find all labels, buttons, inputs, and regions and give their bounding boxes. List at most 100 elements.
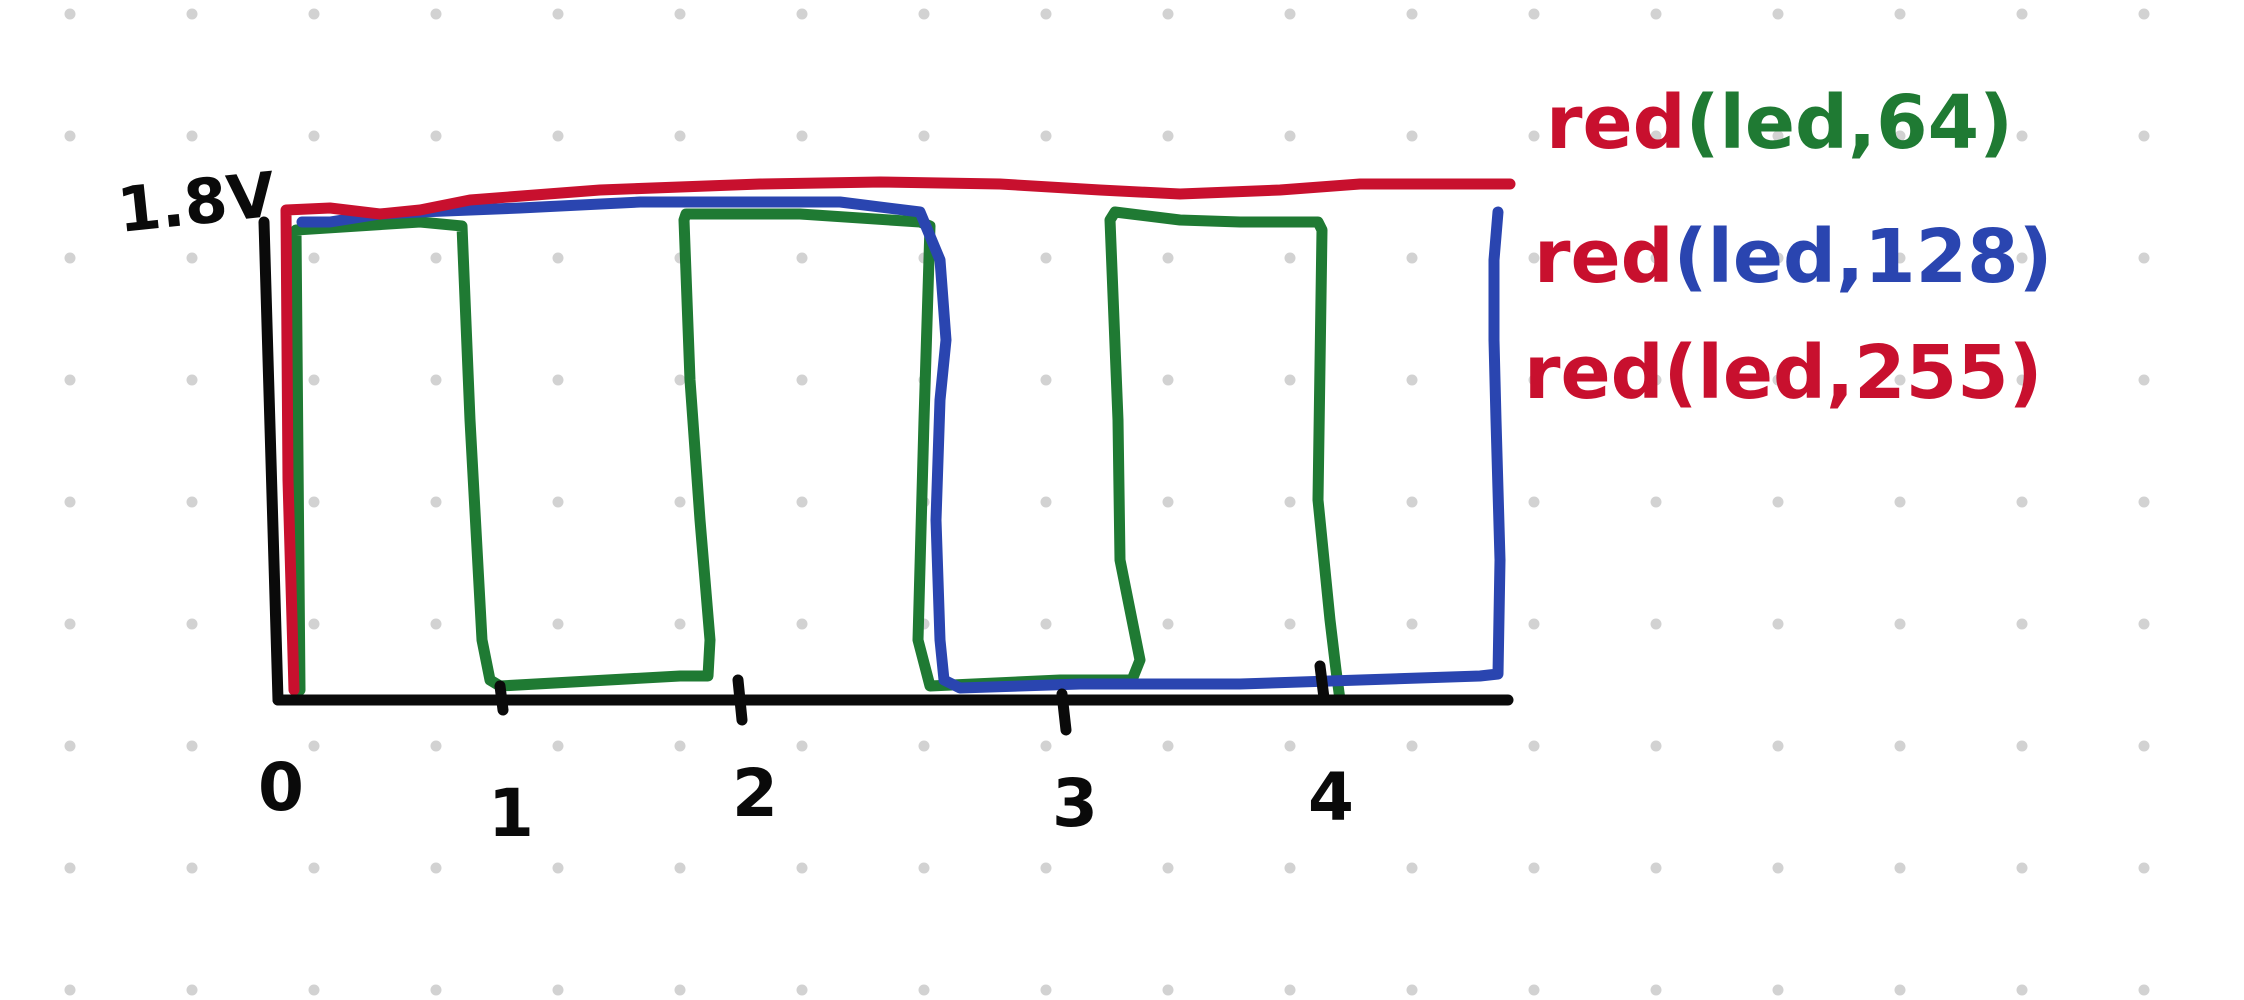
grid-dot — [1894, 8, 1906, 20]
grid-dot — [2016, 618, 2028, 630]
grid-dot — [1284, 374, 1296, 386]
grid-dot — [1528, 8, 1540, 20]
grid-dot — [1040, 984, 1052, 996]
grid-dot — [674, 8, 686, 20]
grid-dot — [186, 8, 198, 20]
legend-paren-open: ( — [1686, 80, 1720, 166]
grid-dot — [918, 984, 930, 996]
grid-dot — [1772, 252, 1784, 264]
grid-dot — [1406, 862, 1418, 874]
grid-dot — [2138, 618, 2150, 630]
grid-dot — [1528, 740, 1540, 752]
grid-dot — [1040, 252, 1052, 264]
grid-dot — [1040, 8, 1052, 20]
x-tick-label-4: 4 — [1308, 759, 1354, 836]
legend-args: led,128 — [1707, 214, 2018, 300]
grid-dot — [1894, 862, 1906, 874]
grid-dot — [1284, 496, 1296, 508]
grid-dot — [1162, 496, 1174, 508]
waveform-led-255 — [280, 176, 1516, 696]
legend-paren-open: ( — [1664, 330, 1698, 416]
grid-dot — [1772, 984, 1784, 996]
grid-dot — [796, 252, 808, 264]
grid-dot — [1894, 496, 1906, 508]
grid-dot — [1772, 740, 1784, 752]
grid-dot — [552, 862, 564, 874]
waveform-led-64 — [290, 206, 1346, 706]
grid-dot — [64, 984, 76, 996]
grid-dot — [1772, 8, 1784, 20]
grid-dot — [2016, 496, 2028, 508]
grid-dot — [430, 8, 442, 20]
grid-dot — [552, 984, 564, 996]
grid-dot — [2016, 862, 2028, 874]
signal-waveforms — [280, 176, 1516, 706]
grid-dot — [552, 496, 564, 508]
grid-dot — [1528, 374, 1540, 386]
legend-entry-led-128: red(led,128) — [1534, 214, 2052, 300]
grid-dot — [308, 618, 320, 630]
x-tick-3 — [1056, 688, 1072, 736]
grid-dot — [552, 252, 564, 264]
grid-dot — [1284, 740, 1296, 752]
grid-dot — [674, 496, 686, 508]
grid-dot — [1406, 740, 1418, 752]
legend-args: led,255 — [1697, 330, 2008, 416]
grid-dot — [308, 740, 320, 752]
grid-dot — [2138, 984, 2150, 996]
grid-dot — [1528, 496, 1540, 508]
grid-dot — [430, 862, 442, 874]
grid-dot — [308, 130, 320, 142]
grid-dot — [552, 618, 564, 630]
grid-dot — [674, 862, 686, 874]
grid-dot — [552, 8, 564, 20]
grid-dot — [918, 862, 930, 874]
grid-dot — [1528, 984, 1540, 996]
grid-dot — [1894, 740, 1906, 752]
legend-paren-close: ) — [2019, 214, 2053, 300]
grid-dot — [1284, 862, 1296, 874]
grid-dot — [2138, 252, 2150, 264]
grid-dot — [1772, 374, 1784, 386]
grid-dot — [1162, 374, 1174, 386]
grid-dot — [64, 618, 76, 630]
grid-dot — [1162, 862, 1174, 874]
grid-dot — [1162, 8, 1174, 20]
grid-dot — [430, 618, 442, 630]
grid-dot — [430, 252, 442, 264]
legend-paren-close: ) — [1979, 80, 2013, 166]
grid-dot — [2138, 740, 2150, 752]
grid-dot — [1650, 618, 1662, 630]
grid-dot — [430, 984, 442, 996]
legend-fn-name: red — [1524, 330, 1664, 416]
grid-dot — [1772, 130, 1784, 142]
grid-dot — [64, 374, 76, 386]
grid-dot — [64, 8, 76, 20]
grid-dot — [1650, 740, 1662, 752]
x-tick-1 — [494, 680, 509, 716]
grid-dot — [430, 496, 442, 508]
grid-dot — [430, 374, 442, 386]
x-tick-4 — [1314, 660, 1330, 704]
x-tick-label-3: 3 — [1052, 765, 1098, 842]
grid-dot — [1406, 8, 1418, 20]
grid-dot — [1284, 252, 1296, 264]
legend-paren-open: ( — [1674, 214, 1708, 300]
grid-dot — [1650, 984, 1662, 996]
grid-dot — [1162, 130, 1174, 142]
grid-dot — [674, 984, 686, 996]
y-axis-max-label: 1.8V — [114, 158, 279, 247]
x-tick-label-0: 0 — [258, 749, 304, 826]
grid-dot — [1528, 618, 1540, 630]
grid-dot — [1772, 618, 1784, 630]
grid-dot — [552, 130, 564, 142]
grid-dot — [1284, 130, 1296, 142]
grid-dot — [1040, 130, 1052, 142]
grid-dot — [1406, 252, 1418, 264]
x-tick-label-1: 1 — [488, 775, 534, 852]
grid-dot — [674, 618, 686, 630]
grid-dot — [1650, 252, 1662, 264]
grid-dot — [1040, 862, 1052, 874]
